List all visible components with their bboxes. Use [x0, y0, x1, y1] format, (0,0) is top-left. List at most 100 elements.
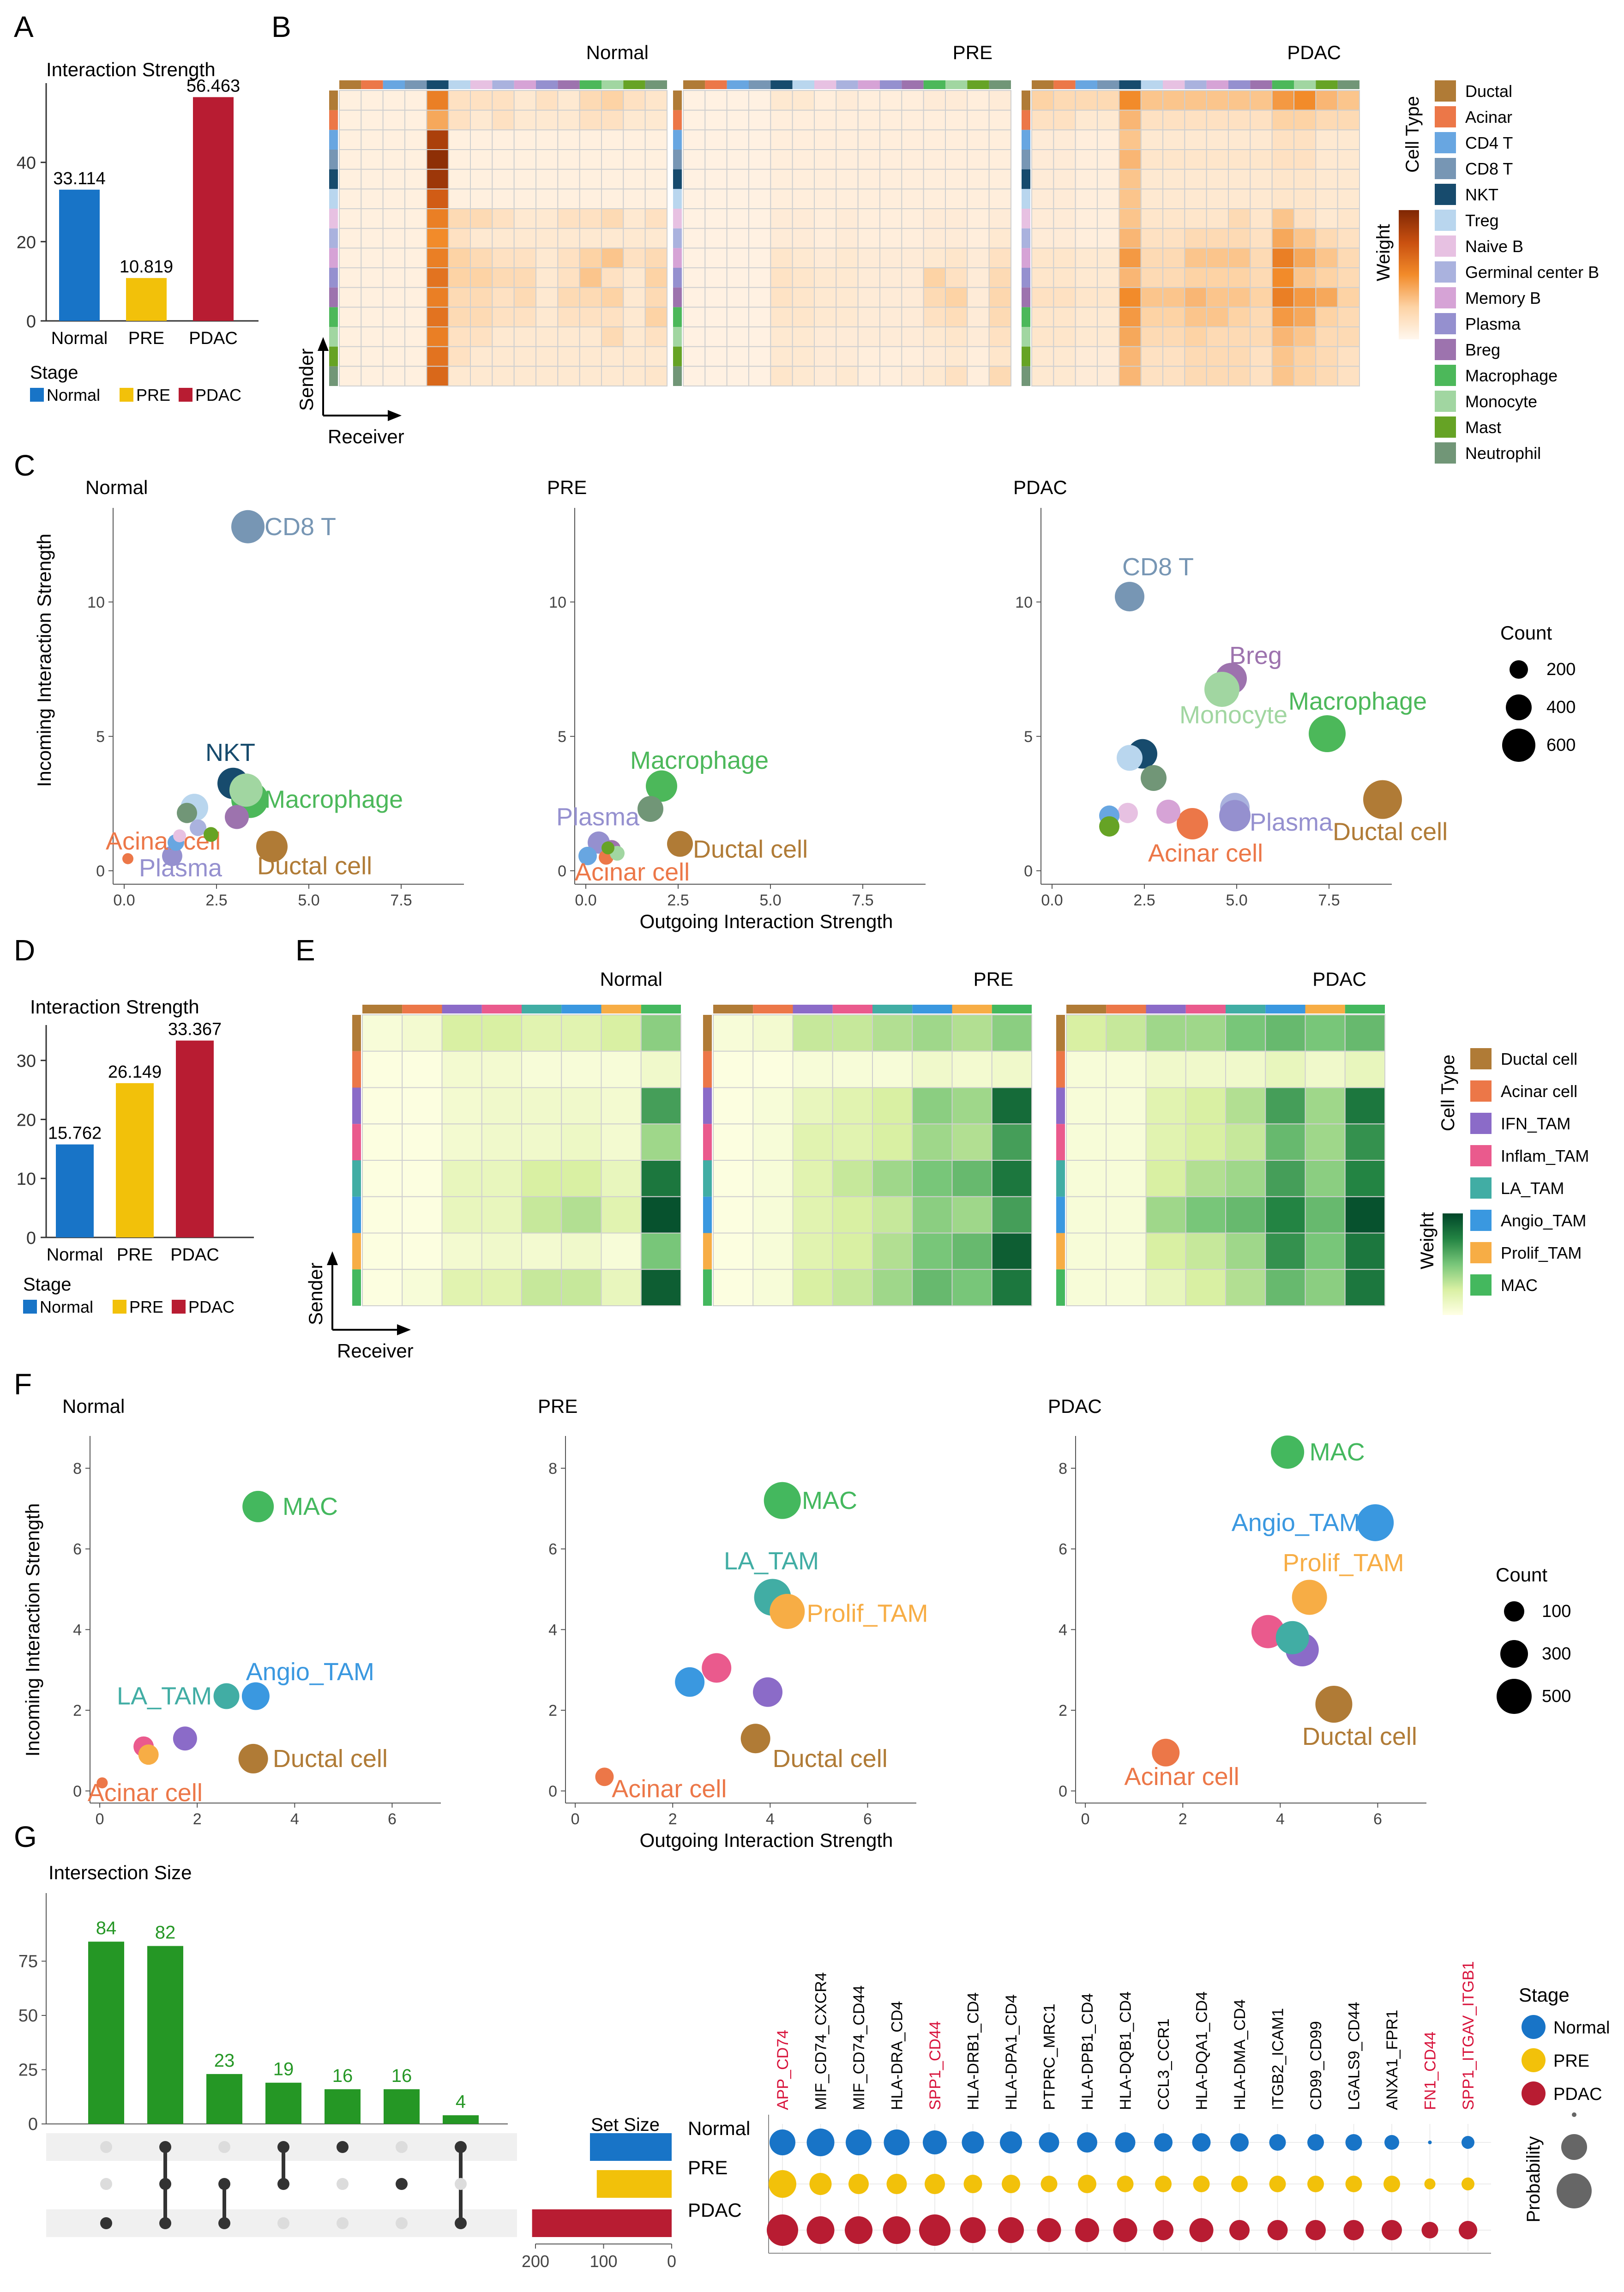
heatmap-title: PRE [974, 968, 1013, 990]
heatmap-cell [492, 208, 515, 229]
heatmap-cell [339, 169, 362, 190]
legend-size-label: 100 [1542, 1602, 1571, 1621]
upset-matrix-dot [218, 2217, 230, 2229]
upset-y-tick-label: 75 [18, 1952, 38, 1972]
heatmap-cell [901, 90, 924, 111]
heatmap-cell [1184, 228, 1207, 249]
heatmap-cell [857, 90, 880, 111]
heatmap-cell [792, 366, 815, 386]
heatmap-cell [561, 1160, 602, 1197]
heatmap-top-annotation [792, 80, 814, 89]
scatter-x-tick-label: 0.0 [113, 892, 135, 909]
heatmap-cell [991, 1014, 1032, 1052]
heatmap-cell [1225, 1050, 1266, 1088]
heatmap-cell [513, 247, 536, 268]
weight-label: Weight [1417, 1212, 1438, 1269]
heatmap-cell [1053, 366, 1076, 386]
heatmap-cell [362, 1123, 403, 1161]
scatter-point [122, 853, 133, 864]
heatmap-cell [361, 247, 384, 268]
scatter-x-tick-label: 4 [1276, 1810, 1285, 1828]
heatmap-side-annotation [703, 1269, 712, 1306]
heatmap-cell [1119, 208, 1142, 229]
dotplot-dot [962, 2131, 984, 2153]
heatmap-cell [1097, 109, 1120, 131]
heatmap-cell [492, 149, 515, 170]
heatmap-cell [623, 287, 646, 308]
heatmap-cell [836, 267, 859, 288]
sender-label: Sender [295, 349, 317, 411]
heatmap-side-annotation [329, 130, 338, 150]
heatmap-cell [1119, 307, 1142, 327]
panel-letter-a: A [14, 10, 34, 43]
heatmap-cell [1315, 307, 1338, 327]
heatmap-cell [1053, 287, 1076, 308]
heatmap-cell [1140, 109, 1164, 131]
scatter-point-label: Macrophage [630, 747, 769, 774]
heatmap-title: Normal [600, 968, 662, 990]
scatter-point [256, 831, 288, 863]
heatmap-cell [792, 1269, 833, 1306]
heatmap-cell [448, 267, 471, 288]
heatmap-cell [713, 1050, 754, 1088]
set-size-bar [590, 2133, 672, 2161]
heatmap-top-annotation [1265, 1005, 1305, 1013]
heatmap-side-annotation [329, 110, 338, 130]
heatmap-cell [1228, 188, 1251, 210]
heatmap-cell [1184, 247, 1207, 268]
heatmap-cell [945, 287, 968, 308]
heatmap-cell [1119, 287, 1142, 308]
scatter-point-label: Ductal cell [1333, 818, 1448, 845]
scatter-y-tick-label: 0 [548, 1783, 557, 1800]
heatmap-cell [557, 228, 580, 249]
heatmap-cell [561, 1232, 602, 1270]
heatmap-cell [1119, 169, 1142, 190]
heatmap-cell [362, 1087, 403, 1125]
heatmap-cell [832, 1087, 873, 1125]
scatter-point [229, 773, 263, 807]
heatmap-cell [426, 247, 449, 268]
heatmap-cell [836, 208, 859, 229]
legend-swatch [1470, 1274, 1492, 1296]
heatmap-cell [601, 1196, 642, 1234]
heatmap-cell [623, 307, 646, 327]
scatter-point [638, 796, 663, 822]
heatmap-cell [726, 287, 749, 308]
stage-legend-label: PDAC [1553, 2085, 1602, 2104]
heatmap-cell [792, 326, 815, 347]
legend-swatch [1470, 1242, 1492, 1263]
heatmap-cell [535, 247, 559, 268]
heatmap-cell [1145, 1232, 1186, 1270]
dotplot-dot [1113, 2218, 1137, 2242]
bar-value-label: 56.463 [186, 76, 240, 96]
heatmap-cell [1184, 149, 1207, 170]
dotplot-dot [770, 2129, 795, 2155]
heatmap-cell [1184, 267, 1207, 288]
heatmap-cell [382, 346, 406, 367]
heatmap-cell [832, 1269, 873, 1306]
heatmap-cell [752, 1160, 794, 1197]
scatter-y-tick-label: 5 [96, 728, 105, 746]
heatmap-cell [1075, 169, 1098, 190]
upset-bar-label: 82 [155, 1923, 176, 1943]
upset-matrix-dot [277, 2141, 289, 2153]
heatmap-cell [579, 287, 602, 308]
heatmap-cell [441, 1196, 482, 1234]
heatmap-cell [1206, 169, 1229, 190]
bar-category-label: PRE [128, 329, 164, 348]
dotplot-dot [1462, 2177, 1474, 2190]
heatmap-cell [1140, 307, 1164, 327]
heatmap-cell [792, 188, 815, 210]
heatmap-cell [770, 169, 793, 190]
heatmap-cell [814, 129, 837, 151]
legend-label: Ductal cell [1501, 1049, 1577, 1068]
heatmap-cell [988, 346, 1012, 367]
heatmap-cell [967, 326, 990, 347]
heatmap-cell [683, 307, 706, 327]
bar-pdac [176, 1040, 214, 1237]
heatmap-cell [492, 129, 515, 151]
scatter-y-tick-label: 4 [548, 1621, 557, 1639]
heatmap-cell [601, 1087, 642, 1125]
heatmap-cell [912, 1269, 953, 1306]
heatmap-cell [748, 149, 771, 170]
